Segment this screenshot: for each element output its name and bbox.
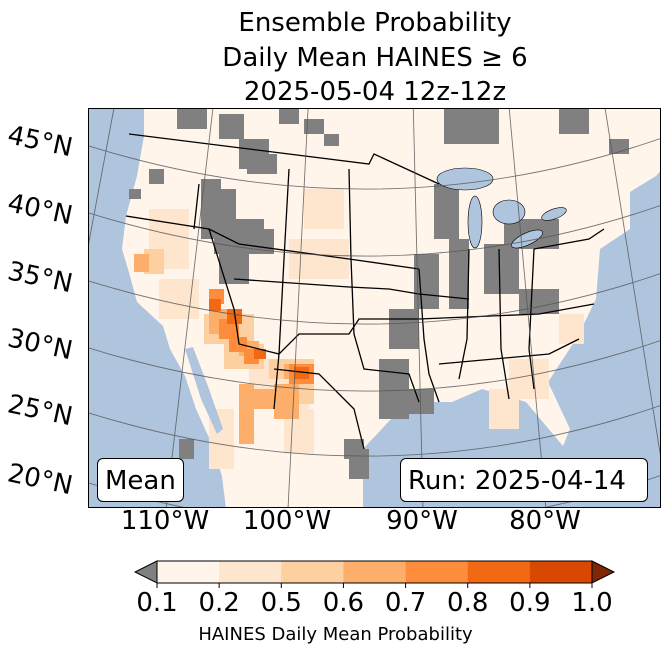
parallel-line xyxy=(89,273,660,325)
colorbar-frame xyxy=(156,560,593,584)
title-line-2: Daily Mean HAINES ≥ 6 xyxy=(222,43,528,73)
probability-map xyxy=(89,109,660,507)
colorbar-segment xyxy=(343,561,407,583)
colorbar-tick-label: 0.8 xyxy=(447,588,489,618)
colorbar-segment xyxy=(157,561,220,583)
colorbar xyxy=(133,560,616,588)
colorbar-tick-label: 0.6 xyxy=(322,588,365,618)
below-threshold-patch xyxy=(149,169,164,184)
meridian-line xyxy=(89,109,115,245)
colorbar-segment xyxy=(219,561,282,583)
probability-patch xyxy=(229,337,247,352)
colorbar-label: HAINES Daily Mean Probability xyxy=(198,624,473,645)
colorbar-tick-label: 0.1 xyxy=(136,588,178,618)
below-threshold-patch xyxy=(324,134,339,146)
below-threshold-patch xyxy=(247,154,277,174)
lat-label-40: 40°N xyxy=(4,188,76,232)
gulf-of-california xyxy=(185,347,223,434)
below-threshold-patch xyxy=(211,189,236,224)
colorbar-tick-label: 0.9 xyxy=(509,588,551,618)
below-threshold-patch xyxy=(399,389,434,414)
colorbar-tick-label: 1.0 xyxy=(571,588,613,618)
colorbar-tick-label: 0.5 xyxy=(260,588,302,618)
colorbar-segment xyxy=(405,561,469,583)
below-threshold-patch xyxy=(177,109,207,129)
below-threshold-patch xyxy=(279,109,299,124)
colorbar-under-arrow xyxy=(133,560,158,584)
probability-patch xyxy=(159,279,199,319)
title-line-1: Ensemble Probability xyxy=(238,8,512,38)
state-borders xyxy=(125,133,605,450)
probability-patch xyxy=(289,239,349,279)
probability-patch xyxy=(254,349,266,359)
probability-patch xyxy=(294,367,309,379)
meridian-line xyxy=(287,109,309,507)
colorbar-tick-label: 0.2 xyxy=(198,588,240,618)
graticule xyxy=(89,109,660,507)
below-threshold-patch xyxy=(484,244,519,294)
below-threshold-patch xyxy=(179,439,194,459)
lat-label-20: 20°N xyxy=(4,458,76,502)
lat-label-45: 45°N xyxy=(4,120,76,164)
colorbar-segment xyxy=(467,561,531,583)
below-threshold-patch xyxy=(519,289,559,314)
below-threshold-patch xyxy=(344,439,364,459)
probability-patch xyxy=(209,299,221,311)
lat-label-30: 30°N xyxy=(4,323,76,367)
stat-label-box: Mean xyxy=(97,458,184,502)
meridian-line xyxy=(604,109,660,456)
parallel-line xyxy=(89,205,660,257)
lon-label-110w: 110°W xyxy=(120,506,210,536)
below-threshold-patch xyxy=(304,119,324,134)
colorbar-segment xyxy=(529,561,593,583)
map-panel xyxy=(88,108,661,508)
below-threshold-patch xyxy=(444,109,499,144)
colorbar-segment xyxy=(281,561,344,583)
title-line-3: 2025-05-04 12z-12z xyxy=(243,77,507,107)
colorbar-tick-label: 0.7 xyxy=(384,588,427,618)
below-threshold-patch xyxy=(434,184,459,239)
lon-label-90w: 90°W xyxy=(386,506,458,536)
below-threshold-patch xyxy=(389,309,419,349)
parallel-line xyxy=(89,340,660,392)
probability-patch xyxy=(249,389,274,409)
lon-label-80w: 80°W xyxy=(509,506,581,536)
below-threshold-patch xyxy=(129,189,141,199)
probability-patch xyxy=(274,384,299,419)
probability-patch xyxy=(559,314,584,344)
below-threshold-patch xyxy=(449,239,469,309)
lat-label-35: 35°N xyxy=(4,256,76,300)
meridian-line xyxy=(508,109,547,507)
run-date-box: Run: 2025-04-14 xyxy=(400,458,648,502)
great-lakes xyxy=(436,167,567,249)
probability-patch xyxy=(304,189,344,229)
parallel-line xyxy=(89,138,660,190)
lon-label-100w: 100°W xyxy=(242,506,332,536)
probability-patch xyxy=(489,389,519,429)
colorbar-over-arrow xyxy=(591,560,616,584)
meridian-line xyxy=(165,109,214,507)
below-threshold-patch xyxy=(559,109,589,134)
parallel-line xyxy=(89,405,660,457)
meridian-line xyxy=(412,109,424,507)
probability-patch xyxy=(134,254,149,272)
below-threshold-patch xyxy=(219,114,244,139)
lat-label-25: 25°N xyxy=(4,389,76,433)
